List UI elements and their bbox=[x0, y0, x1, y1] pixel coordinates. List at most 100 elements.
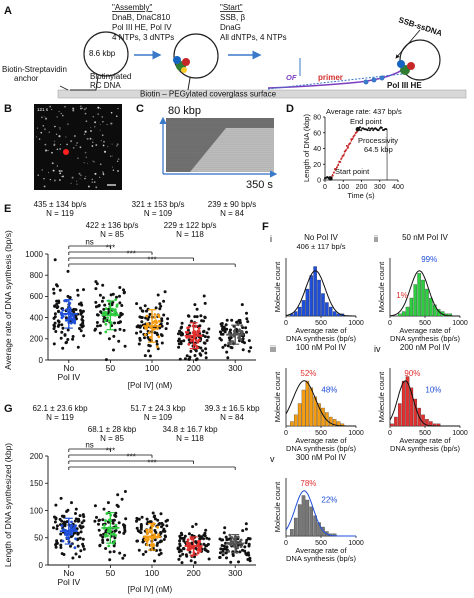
timestamp: 121 s bbox=[37, 107, 49, 112]
sig-label: ns bbox=[85, 238, 93, 247]
anchor-label-2: anchor bbox=[14, 74, 39, 83]
molecule-spot bbox=[59, 179, 61, 181]
molecule-spots bbox=[35, 105, 120, 189]
molecule-spot bbox=[59, 172, 62, 175]
data-point bbox=[178, 539, 182, 543]
data-point bbox=[202, 329, 206, 333]
data-point bbox=[223, 343, 227, 347]
ssb-1-icon bbox=[363, 79, 369, 85]
molecule-spot bbox=[87, 162, 88, 164]
clamp-2-icon bbox=[397, 60, 405, 68]
data-point bbox=[146, 336, 150, 339]
molecule-spot bbox=[59, 128, 61, 130]
data-point bbox=[123, 490, 127, 493]
data-point bbox=[160, 317, 164, 321]
molecule-spot bbox=[103, 121, 105, 122]
data-point bbox=[93, 504, 97, 508]
hist-bar bbox=[321, 526, 325, 537]
data-point bbox=[59, 336, 63, 340]
data-point bbox=[149, 520, 153, 524]
highlight-point bbox=[112, 532, 116, 536]
d-xtick-label: 200 bbox=[356, 184, 368, 191]
data-point bbox=[220, 538, 224, 542]
data-point bbox=[201, 349, 205, 353]
molecule-spot bbox=[85, 175, 87, 178]
data-point bbox=[195, 307, 199, 311]
f-xlabel-1: Average rate of bbox=[399, 436, 451, 445]
data-point bbox=[155, 331, 159, 335]
molecule-spot bbox=[60, 143, 61, 145]
highlight-point bbox=[64, 318, 68, 322]
data-point bbox=[180, 561, 184, 565]
d-ticks: 0 20 40 60 80 0 100 200 300 400 bbox=[313, 115, 404, 192]
data-point bbox=[97, 522, 100, 526]
data-point bbox=[71, 556, 75, 560]
data-point bbox=[54, 542, 58, 545]
highlight-point bbox=[153, 313, 157, 316]
molecule-spot bbox=[78, 172, 81, 175]
molecule-spot bbox=[35, 136, 38, 138]
molecule-spot bbox=[48, 131, 50, 133]
anchor-label-1: Biotin-Streptavidin bbox=[2, 65, 67, 74]
data-point bbox=[60, 552, 64, 556]
f-xtick-label: 500 bbox=[315, 320, 327, 327]
data-point bbox=[204, 356, 208, 360]
data-point bbox=[136, 539, 139, 543]
data-point bbox=[203, 301, 207, 305]
molecule-spot bbox=[106, 124, 108, 126]
data-point bbox=[203, 335, 207, 339]
molecule-spot bbox=[84, 151, 87, 154]
data-point bbox=[225, 350, 229, 354]
molecule-spot bbox=[97, 113, 100, 115]
highlight-point bbox=[157, 533, 160, 537]
sig-label: *** bbox=[127, 250, 136, 259]
data-point bbox=[104, 547, 108, 550]
subpanel-title: 300 nM Pol IV bbox=[296, 453, 347, 462]
data-point bbox=[202, 341, 206, 345]
highlight-point bbox=[73, 321, 77, 325]
d-trace-point bbox=[360, 129, 363, 132]
data-point bbox=[180, 321, 184, 325]
data-point bbox=[137, 548, 141, 552]
data-point bbox=[243, 545, 247, 549]
molecule-spot bbox=[43, 178, 45, 180]
hist-bar bbox=[317, 403, 321, 427]
data-point bbox=[81, 542, 85, 546]
data-point bbox=[179, 333, 183, 337]
molecule-spot bbox=[69, 140, 71, 142]
highlight-point bbox=[194, 324, 198, 328]
highlight-point bbox=[229, 539, 233, 542]
d-start-point: Start point bbox=[335, 167, 370, 176]
molecule-spot bbox=[51, 162, 54, 165]
data-point bbox=[223, 526, 227, 530]
stat-mean: 39.3 ± 16.5 kbp bbox=[204, 404, 260, 413]
data-point bbox=[245, 330, 248, 334]
stat-n: N = 85 bbox=[100, 230, 124, 239]
data-point bbox=[205, 331, 209, 335]
data-point bbox=[229, 560, 233, 564]
hist-bar bbox=[397, 313, 402, 317]
data-point bbox=[59, 543, 63, 547]
hist-bar bbox=[405, 376, 410, 427]
data-point bbox=[70, 501, 73, 505]
data-point bbox=[98, 331, 102, 335]
data-point bbox=[99, 310, 103, 314]
data-point bbox=[52, 342, 56, 346]
molecule-spot bbox=[76, 180, 78, 182]
data-point bbox=[206, 335, 210, 339]
data-point bbox=[218, 551, 222, 555]
f-xlabel-1: Average rate of bbox=[295, 326, 347, 335]
data-point bbox=[229, 328, 232, 332]
molecule-spot bbox=[103, 145, 105, 147]
f-xtick-label: 500 bbox=[315, 430, 327, 437]
data-point bbox=[207, 327, 211, 331]
d-end-point: End point bbox=[350, 117, 383, 126]
kymo-x-label: 350 s bbox=[246, 179, 273, 191]
data-point bbox=[183, 357, 187, 361]
template-label-2: RC DNA bbox=[90, 81, 121, 90]
d-ytick-label: 80 bbox=[313, 115, 321, 122]
hist-bar bbox=[297, 504, 302, 537]
data-point bbox=[57, 299, 61, 303]
data-point bbox=[78, 327, 81, 330]
